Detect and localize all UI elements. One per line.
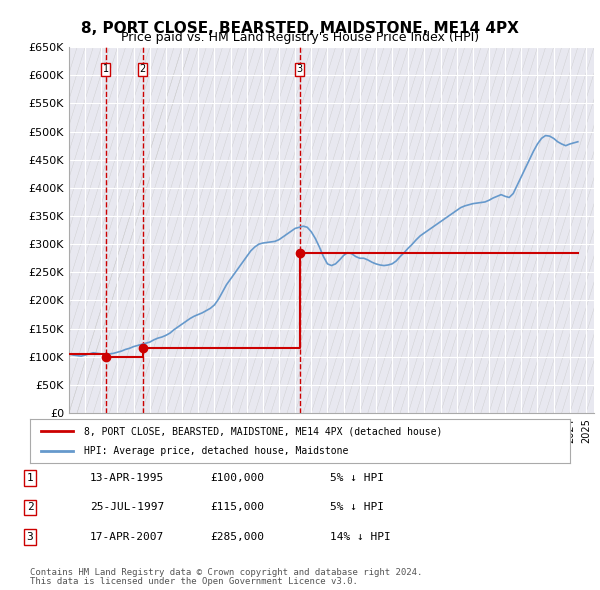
Text: 14% ↓ HPI: 14% ↓ HPI [330,532,391,542]
Text: £100,000: £100,000 [210,473,264,483]
Text: 5% ↓ HPI: 5% ↓ HPI [330,473,384,483]
Text: 17-APR-2007: 17-APR-2007 [90,532,164,542]
Text: 8, PORT CLOSE, BEARSTED, MAIDSTONE, ME14 4PX: 8, PORT CLOSE, BEARSTED, MAIDSTONE, ME14… [81,21,519,35]
Text: 5% ↓ HPI: 5% ↓ HPI [330,503,384,512]
Text: 3: 3 [26,532,34,542]
Text: £115,000: £115,000 [210,503,264,512]
Text: 2: 2 [140,64,146,74]
Text: This data is licensed under the Open Government Licence v3.0.: This data is licensed under the Open Gov… [30,577,358,586]
Text: 2: 2 [26,503,34,512]
Text: 3: 3 [297,64,303,74]
Text: 1: 1 [103,64,109,74]
Text: 1: 1 [26,473,34,483]
Text: 13-APR-1995: 13-APR-1995 [90,473,164,483]
Text: 25-JUL-1997: 25-JUL-1997 [90,503,164,512]
Text: HPI: Average price, detached house, Maidstone: HPI: Average price, detached house, Maid… [84,446,349,455]
Text: 8, PORT CLOSE, BEARSTED, MAIDSTONE, ME14 4PX (detached house): 8, PORT CLOSE, BEARSTED, MAIDSTONE, ME14… [84,427,442,436]
Text: Contains HM Land Registry data © Crown copyright and database right 2024.: Contains HM Land Registry data © Crown c… [30,568,422,577]
Text: £285,000: £285,000 [210,532,264,542]
Text: Price paid vs. HM Land Registry's House Price Index (HPI): Price paid vs. HM Land Registry's House … [121,31,479,44]
